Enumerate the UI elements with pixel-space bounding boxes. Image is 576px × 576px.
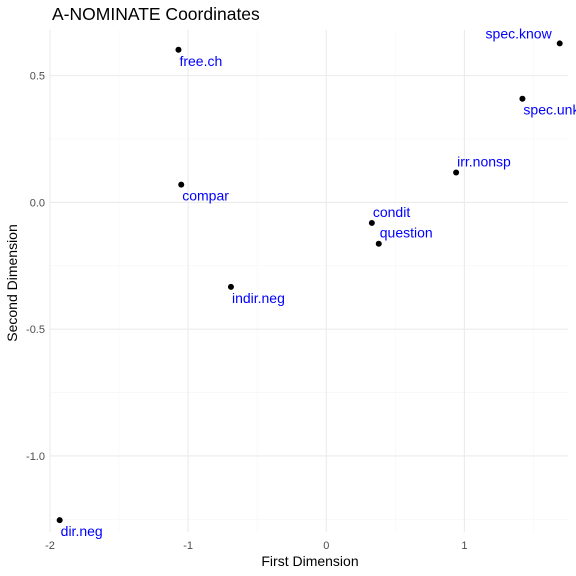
data-point-question xyxy=(375,240,382,247)
grid xyxy=(49,30,568,532)
axis-ticks: -2 -1 0 1 -1.0 -0.5 0.0 0.5 xyxy=(26,71,467,552)
x-tick-label: 0 xyxy=(323,540,329,552)
point-label-spec-unkn: spec.unkn xyxy=(523,102,576,118)
y-tick-label: -1.0 xyxy=(26,451,45,463)
point-label-irr-nonsp: irr.nonsp xyxy=(457,153,511,169)
point-label-condit: condit xyxy=(373,204,410,220)
y-axis-title: Second Dimension xyxy=(4,224,20,342)
data-points xyxy=(56,40,563,524)
x-axis-title: First Dimension xyxy=(261,553,358,569)
data-point-spec-unkn xyxy=(519,95,526,102)
point-label-spec-know: spec.know xyxy=(486,25,553,41)
data-point-free-ch xyxy=(175,46,182,53)
y-tick-label: -0.5 xyxy=(26,324,45,336)
data-point-condit xyxy=(368,219,375,226)
point-label-compar: compar xyxy=(182,188,229,204)
x-tick-label: -1 xyxy=(183,540,193,552)
point-labels: spec.know free.ch spec.unkn irr.nonsp compar… xyxy=(61,25,576,539)
data-point-irr-nonsp xyxy=(453,169,460,176)
point-label-dir-neg: dir.neg xyxy=(61,523,103,539)
data-point-indir-neg xyxy=(227,283,234,290)
point-label-indir-neg: indir.neg xyxy=(232,290,285,306)
x-tick-label: 1 xyxy=(461,540,467,552)
data-point-dir-neg xyxy=(56,517,63,524)
x-tick-label: -2 xyxy=(45,540,55,552)
point-label-question: question xyxy=(380,225,433,241)
data-point-compar xyxy=(178,181,185,188)
y-tick-label: 0.5 xyxy=(30,71,45,83)
point-label-free-ch: free.ch xyxy=(179,53,222,69)
y-tick-label: 0.0 xyxy=(30,197,45,209)
data-point-spec-know xyxy=(556,40,563,47)
chart-title: A-NOMINATE Coordinates xyxy=(52,4,260,24)
